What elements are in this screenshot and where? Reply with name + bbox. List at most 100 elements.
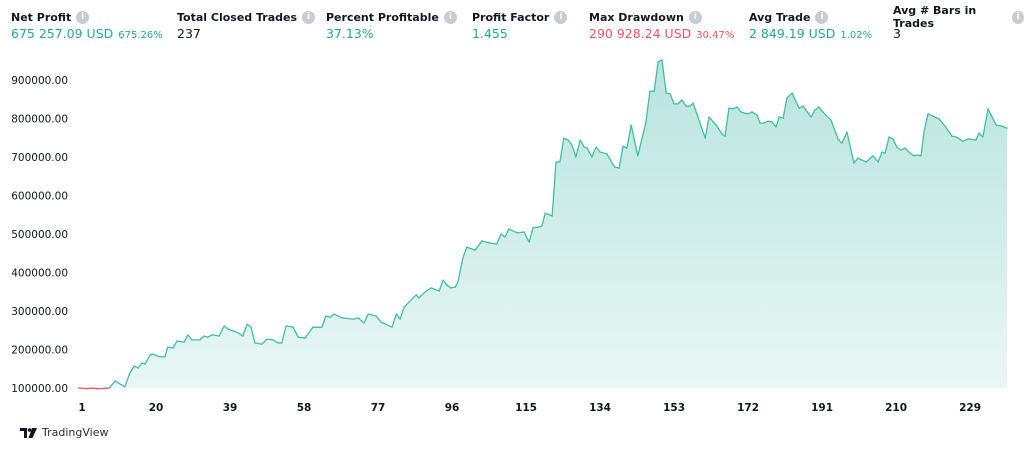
- y-tick-label: 900000.00: [11, 75, 68, 87]
- equity-segment: [579, 139, 585, 148]
- equity-segment: [357, 317, 365, 324]
- equity-segment: [892, 138, 898, 148]
- equity-segment: [715, 124, 723, 135]
- stat-value: 37.13%: [326, 26, 374, 41]
- equity-segment: [575, 139, 581, 158]
- equity-segment: [995, 124, 1003, 127]
- equity-segment: [904, 147, 911, 154]
- info-icon[interactable]: i: [76, 10, 90, 24]
- y-tick-label: 500000.00: [11, 229, 68, 241]
- stat-value: 675 257.09 USD: [11, 26, 114, 41]
- info-icon[interactable]: i: [443, 10, 457, 24]
- equity-segment: [199, 335, 205, 341]
- x-tick-label: 210: [885, 402, 907, 414]
- info-icon[interactable]: i: [554, 10, 568, 24]
- equity-segment: [606, 153, 613, 164]
- stat-label: Total Closed Trades: [177, 10, 298, 24]
- stat-label: Max Drawdown: [589, 10, 684, 24]
- stat-percent: 30.47%: [696, 30, 735, 41]
- equity-segment: [677, 99, 683, 105]
- equity-segment: [818, 106, 824, 113]
- equity-segment: [223, 325, 229, 330]
- stat-profit-factor: Profit Factor i 1.455: [472, 9, 568, 41]
- stat-max-drawdown: Max Drawdown i 290 928.24 USD 30.47%: [589, 9, 734, 41]
- info-icon[interactable]: i: [688, 10, 702, 24]
- stat-label: Profit Factor: [472, 10, 550, 24]
- equity-segment: [810, 109, 816, 118]
- equity-segment: [877, 151, 883, 163]
- equity-segment: [669, 93, 675, 105]
- equity-segment: [614, 166, 620, 169]
- equity-segment: [708, 116, 717, 126]
- stat-value: 237: [177, 26, 201, 41]
- tradingview-logo-icon: [20, 427, 37, 438]
- stat-value: 290 928.24 USD: [589, 26, 692, 41]
- equity-segment: [352, 317, 359, 320]
- equity-segment: [500, 233, 506, 238]
- equity-segment: [412, 294, 417, 299]
- equity-segment: [391, 313, 397, 328]
- stat-total-closed-trades: Total Closed Trades i 237: [177, 9, 316, 41]
- tradingview-logo[interactable]: TradingView: [20, 426, 108, 439]
- equity-segment: [129, 365, 135, 374]
- equity-segment: [814, 106, 820, 111]
- equity-segment: [523, 231, 530, 243]
- info-icon[interactable]: i: [302, 10, 316, 24]
- equity-segment: [728, 107, 734, 110]
- equity-chart[interactable]: 100000.00 200000.00 300000.00 400000.00 5000…: [0, 0, 1024, 420]
- equity-segment: [938, 118, 946, 127]
- equity-segment: [586, 147, 593, 158]
- equity-segment: [488, 242, 498, 245]
- info-icon[interactable]: i: [815, 10, 829, 24]
- stat-label: Avg # Bars in Trades: [893, 4, 977, 30]
- stat-label: Avg Trade: [749, 10, 811, 24]
- equity-segment: [637, 121, 647, 157]
- equity-segment: [242, 323, 248, 337]
- equity-segment: [622, 145, 628, 149]
- equity-segment: [100, 387, 110, 390]
- equity-segment: [888, 136, 894, 140]
- equity-segment: [261, 338, 268, 345]
- equity-segment: [692, 102, 706, 139]
- equity-segment: [865, 155, 874, 163]
- x-tick-label: 172: [737, 402, 759, 414]
- x-tick-label: 58: [297, 402, 312, 414]
- equity-segment: [611, 162, 616, 168]
- y-tick-label: 600000.00: [11, 191, 68, 203]
- equity-segment: [528, 227, 534, 243]
- stat-value: 3: [893, 26, 901, 41]
- equity-segment: [541, 212, 546, 227]
- y-tick-label: 800000.00: [11, 114, 68, 126]
- equity-segment: [211, 334, 220, 337]
- equity-segment: [133, 365, 139, 369]
- equity-segment: [704, 116, 710, 139]
- equity-segment: [466, 246, 476, 251]
- equity-segment: [508, 228, 518, 234]
- equity-segment: [786, 92, 793, 99]
- equity-segment: [595, 146, 601, 153]
- equity-segment: [292, 326, 299, 338]
- equity-segment: [987, 108, 992, 116]
- equity-segment: [645, 90, 651, 123]
- equity-segment: [183, 334, 189, 343]
- y-axis: 100000.00 200000.00 300000.00 400000.00 5000…: [11, 75, 68, 395]
- equity-segment: [551, 161, 557, 217]
- equity-segment: [681, 99, 687, 107]
- equity-segment: [782, 97, 788, 119]
- equity-segment: [272, 339, 279, 344]
- equity-segment: [457, 257, 464, 283]
- equity-segment: [846, 131, 855, 164]
- equity-segment: [203, 335, 209, 338]
- equity-segment: [736, 106, 742, 113]
- equity-segment: [454, 281, 459, 288]
- equity-segment: [496, 233, 502, 245]
- equity-segment: [798, 105, 804, 109]
- info-icon[interactable]: i: [1012, 10, 1024, 24]
- stat-avg-bars-in-trades: Avg # Bars in Trades i 3: [893, 4, 1024, 41]
- x-tick-label: 77: [371, 402, 386, 414]
- x-axis: 1 20 39 58 77 96 115 134 153 172 191 210 229: [78, 402, 981, 414]
- y-tick-label: 400000.00: [11, 268, 68, 280]
- equity-segment: [325, 315, 331, 318]
- equity-segment: [363, 313, 369, 324]
- stat-percent: 675.26%: [118, 30, 163, 41]
